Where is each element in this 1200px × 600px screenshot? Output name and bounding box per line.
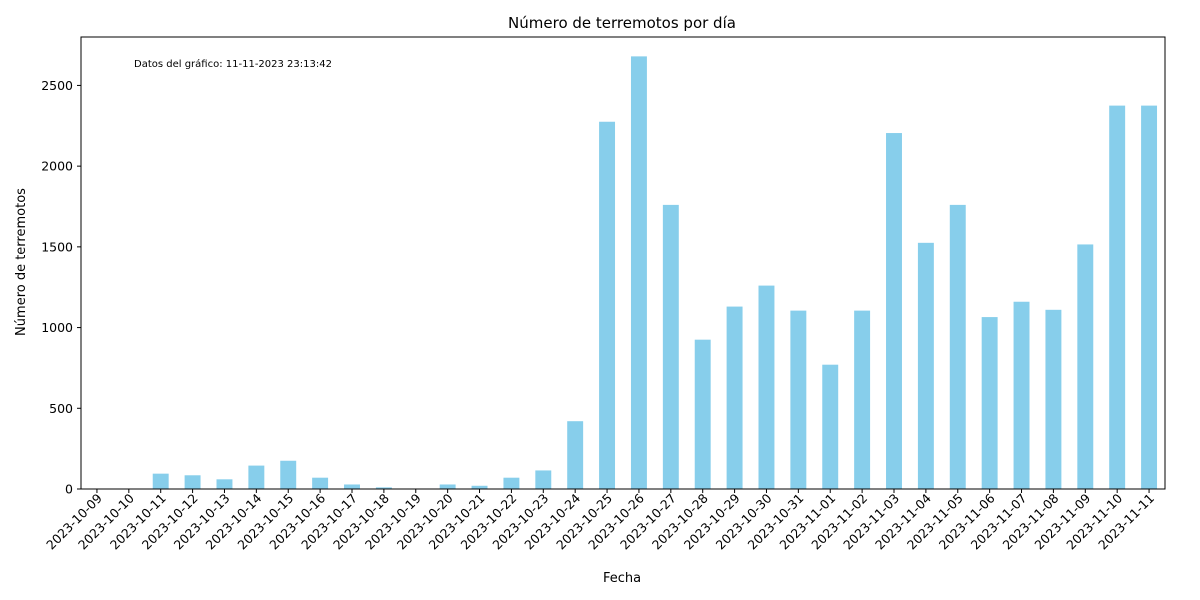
bar-2023-10-21 [471,485,488,489]
bar-2023-10-20 [439,484,456,489]
chart-title: Número de terremotos por día [508,14,736,32]
bar-2023-10-23 [535,470,552,489]
bar-2023-10-29 [726,306,743,489]
y-tick-label: 1500 [41,239,73,254]
bar-2023-10-12 [184,475,201,489]
y-axis: 0 500 1000 1500 2000 2500 [41,78,81,497]
x-axis: 2023-10-092023-10-102023-10-112023-10-12… [43,489,1157,552]
bar-2023-11-01 [822,364,839,489]
bar-2023-10-16 [312,477,329,489]
chart-annotation: Datos del gráfico: 11-11-2023 23:13:42 [134,58,332,70]
bar-2023-10-25 [599,121,616,489]
bar-2023-11-02 [854,310,871,489]
bar-2023-10-17 [344,484,360,489]
plot-frame [80,36,1166,490]
bar-2023-10-31 [790,310,807,489]
bar-2023-10-14 [248,465,265,489]
bar-2023-11-09 [1077,244,1094,489]
y-tick-label: 2500 [41,78,73,93]
y-tick-label: 2000 [41,159,73,174]
bar-2023-10-13 [216,479,233,489]
bar-2023-10-27 [662,204,679,489]
bar-2023-10-26 [630,56,647,489]
bar-2023-10-28 [694,339,711,489]
bar-2023-11-08 [1045,309,1062,489]
bar-2023-11-07 [1013,301,1030,489]
bar-2023-10-15 [280,460,297,489]
bar-2023-10-22 [503,477,520,489]
bar-2023-10-30 [758,285,775,489]
y-tick-label: 1000 [41,320,73,335]
bar-2023-11-11 [1141,105,1158,489]
y-axis-label: Número de terremotos [14,188,29,336]
bar-2023-10-11 [152,473,169,489]
bar-2023-11-03 [886,133,902,490]
bars-group [88,56,1158,490]
bar-2023-10-24 [567,421,584,489]
bar-2023-11-05 [949,204,966,489]
bar-2023-11-06 [981,317,998,489]
x-axis-label: Fecha [603,571,641,586]
y-tick-label: 500 [49,401,73,416]
y-tick-label: 0 [65,482,73,497]
bar-2023-11-10 [1109,105,1126,489]
bar-2023-11-04 [917,242,934,489]
bar-2023-10-18 [375,487,392,489]
